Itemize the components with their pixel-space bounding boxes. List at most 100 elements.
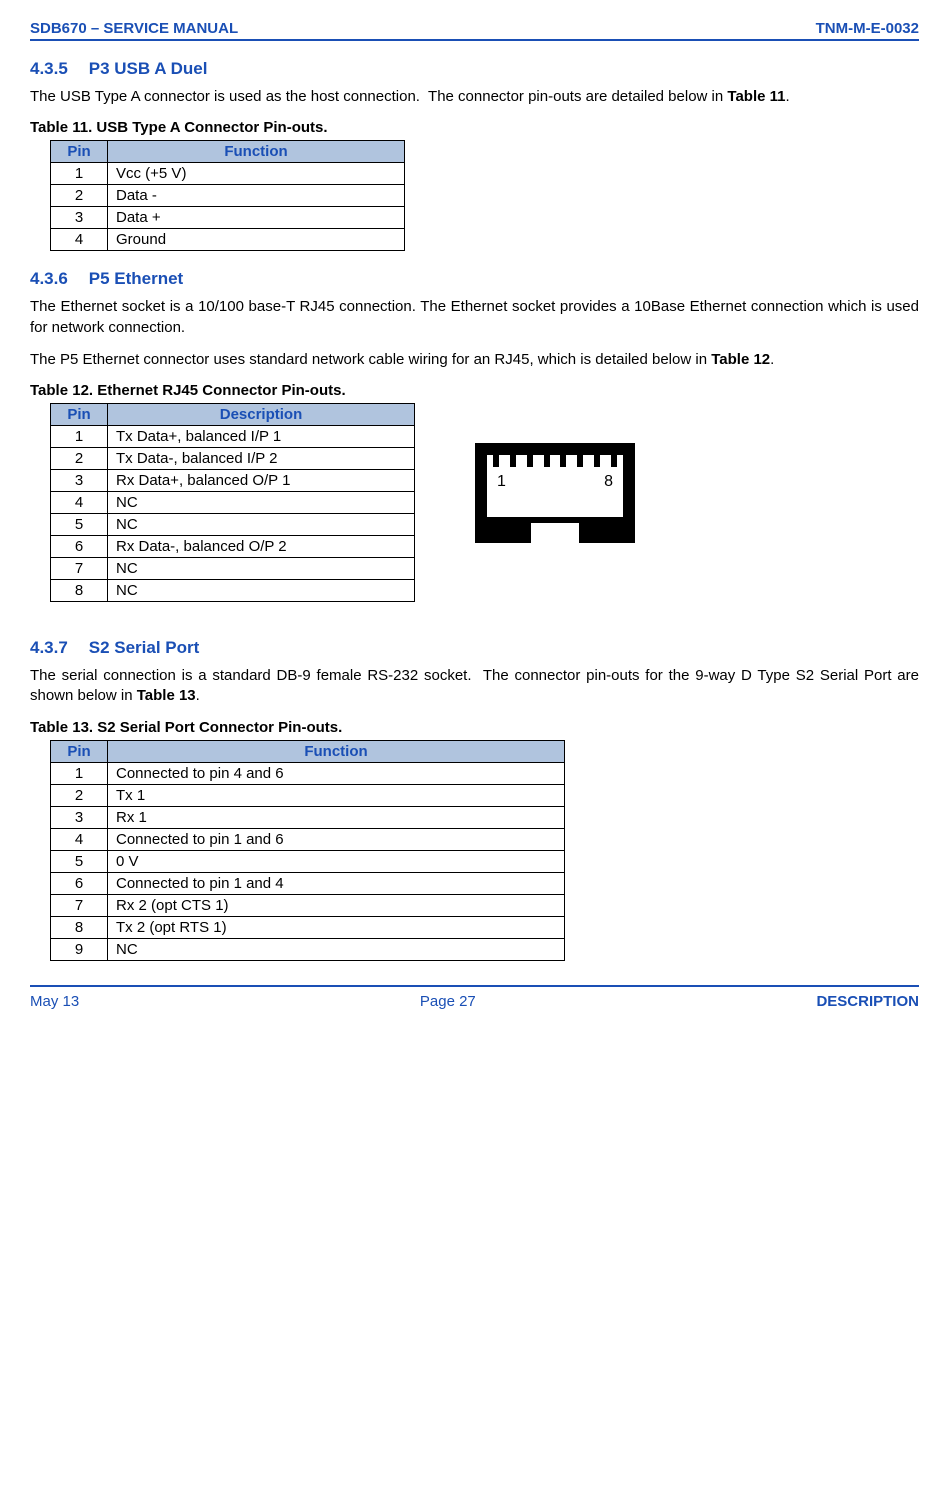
table-caption: Table 12. Ethernet RJ45 Connector Pin-ou… — [30, 382, 919, 399]
cell-func: Vcc (+5 V) — [108, 163, 405, 185]
cell-func: Connected to pin 4 and 6 — [108, 762, 565, 784]
paragraph: The serial connection is a standard DB-9… — [30, 666, 919, 707]
cell-pin: 1 — [51, 762, 108, 784]
table-row: 6Connected to pin 1 and 4 — [51, 872, 565, 894]
section-number: 4.3.6 — [30, 269, 84, 289]
page-header: SDB670 – SERVICE MANUAL TNM-M-E-0032 — [30, 20, 919, 41]
table-row: 2Tx Data-, balanced I/P 2 — [51, 448, 415, 470]
cell-func: Tx 1 — [108, 784, 565, 806]
cell-pin: 8 — [51, 580, 108, 602]
cell-pin: 4 — [51, 828, 108, 850]
table-caption: Table 11. USB Type A Connector Pin-outs. — [30, 119, 919, 136]
cell-func: Rx 1 — [108, 806, 565, 828]
table-row: 3Rx Data+, balanced O/P 1 — [51, 470, 415, 492]
section-title: P3 USB A Duel — [89, 59, 208, 78]
footer-center: Page 27 — [420, 993, 476, 1010]
cell-pin: 4 — [51, 229, 108, 251]
cell-func: Rx Data+, balanced O/P 1 — [108, 470, 415, 492]
cell-pin: 2 — [51, 784, 108, 806]
cell-pin: 7 — [51, 894, 108, 916]
table-row: 8NC — [51, 580, 415, 602]
page-footer: May 13 Page 27 DESCRIPTION — [30, 987, 919, 1010]
col-pin: Pin — [51, 740, 108, 762]
section-title: S2 Serial Port — [89, 638, 200, 657]
header-right: TNM-M-E-0032 — [816, 20, 919, 37]
table-row: 1Vcc (+5 V) — [51, 163, 405, 185]
cell-func: Rx 2 (opt CTS 1) — [108, 894, 565, 916]
col-pin: Pin — [51, 141, 108, 163]
section-title: P5 Ethernet — [89, 269, 183, 288]
cell-pin: 7 — [51, 558, 108, 580]
section-number: 4.3.5 — [30, 59, 84, 79]
cell-func: NC — [108, 938, 565, 960]
rj45-pin1-label: 1 — [497, 473, 506, 491]
table-row: 4Ground — [51, 229, 405, 251]
table-row: 5NC — [51, 514, 415, 536]
cell-pin: 3 — [51, 470, 108, 492]
section-number: 4.3.7 — [30, 638, 84, 658]
cell-pin: 3 — [51, 207, 108, 229]
table-row: 9NC — [51, 938, 565, 960]
serial-pinout-table: Pin Function 1Connected to pin 4 and 6 2… — [50, 740, 565, 961]
cell-func: Tx Data-, balanced I/P 2 — [108, 448, 415, 470]
table-header-row: Pin Function — [51, 740, 565, 762]
cell-func: Data + — [108, 207, 405, 229]
cell-func: NC — [108, 514, 415, 536]
table-row: 4Connected to pin 1 and 6 — [51, 828, 565, 850]
paragraph: The USB Type A connector is used as the … — [30, 87, 919, 107]
section-heading-usb: 4.3.5 P3 USB A Duel — [30, 59, 919, 79]
paragraph: The Ethernet socket is a 10/100 base-T R… — [30, 297, 919, 338]
cell-pin: 5 — [51, 850, 108, 872]
section-heading-serial: 4.3.7 S2 Serial Port — [30, 638, 919, 658]
rj45-connector-icon: 1 8 — [475, 443, 635, 543]
cell-pin: 1 — [51, 163, 108, 185]
cell-func: Tx Data+, balanced I/P 1 — [108, 426, 415, 448]
section-heading-ethernet: 4.3.6 P5 Ethernet — [30, 269, 919, 289]
table-header-row: Pin Function — [51, 141, 405, 163]
table-row: 8Tx 2 (opt RTS 1) — [51, 916, 565, 938]
cell-pin: 3 — [51, 806, 108, 828]
footer-right: DESCRIPTION — [816, 993, 919, 1010]
cell-pin: 5 — [51, 514, 108, 536]
cell-func: Data - — [108, 185, 405, 207]
table-row: 1Connected to pin 4 and 6 — [51, 762, 565, 784]
usb-pinout-table: Pin Function 1Vcc (+5 V) 2Data - 3Data +… — [50, 140, 405, 251]
cell-func: NC — [108, 492, 415, 514]
table-row: 7Rx 2 (opt CTS 1) — [51, 894, 565, 916]
cell-func: NC — [108, 558, 415, 580]
table-row: 6Rx Data-, balanced O/P 2 — [51, 536, 415, 558]
cell-func: Tx 2 (opt RTS 1) — [108, 916, 565, 938]
col-description: Description — [108, 404, 415, 426]
col-function: Function — [108, 141, 405, 163]
table-caption: Table 13. S2 Serial Port Connector Pin-o… — [30, 719, 919, 736]
cell-pin: 8 — [51, 916, 108, 938]
col-function: Function — [108, 740, 565, 762]
ethernet-pinout-table: Pin Description 1Tx Data+, balanced I/P … — [50, 403, 415, 602]
cell-pin: 2 — [51, 185, 108, 207]
cell-func: 0 V — [108, 850, 565, 872]
cell-pin: 6 — [51, 536, 108, 558]
table-row: 3Rx 1 — [51, 806, 565, 828]
cell-func: Connected to pin 1 and 6 — [108, 828, 565, 850]
cell-func: Rx Data-, balanced O/P 2 — [108, 536, 415, 558]
table-row: 3Data + — [51, 207, 405, 229]
cell-func: NC — [108, 580, 415, 602]
cell-func: Ground — [108, 229, 405, 251]
table-row: 4NC — [51, 492, 415, 514]
cell-pin: 4 — [51, 492, 108, 514]
header-left: SDB670 – SERVICE MANUAL — [30, 20, 238, 37]
cell-pin: 1 — [51, 426, 108, 448]
col-pin: Pin — [51, 404, 108, 426]
cell-pin: 2 — [51, 448, 108, 470]
table-row: 7NC — [51, 558, 415, 580]
table-row: 2Data - — [51, 185, 405, 207]
cell-func: Connected to pin 1 and 4 — [108, 872, 565, 894]
table-row: 2Tx 1 — [51, 784, 565, 806]
rj45-pin8-label: 8 — [604, 473, 613, 491]
cell-pin: 9 — [51, 938, 108, 960]
paragraph: The P5 Ethernet connector uses standard … — [30, 350, 919, 370]
footer-left: May 13 — [30, 993, 79, 1010]
table-row: 50 V — [51, 850, 565, 872]
table-header-row: Pin Description — [51, 404, 415, 426]
table-row: 1Tx Data+, balanced I/P 1 — [51, 426, 415, 448]
